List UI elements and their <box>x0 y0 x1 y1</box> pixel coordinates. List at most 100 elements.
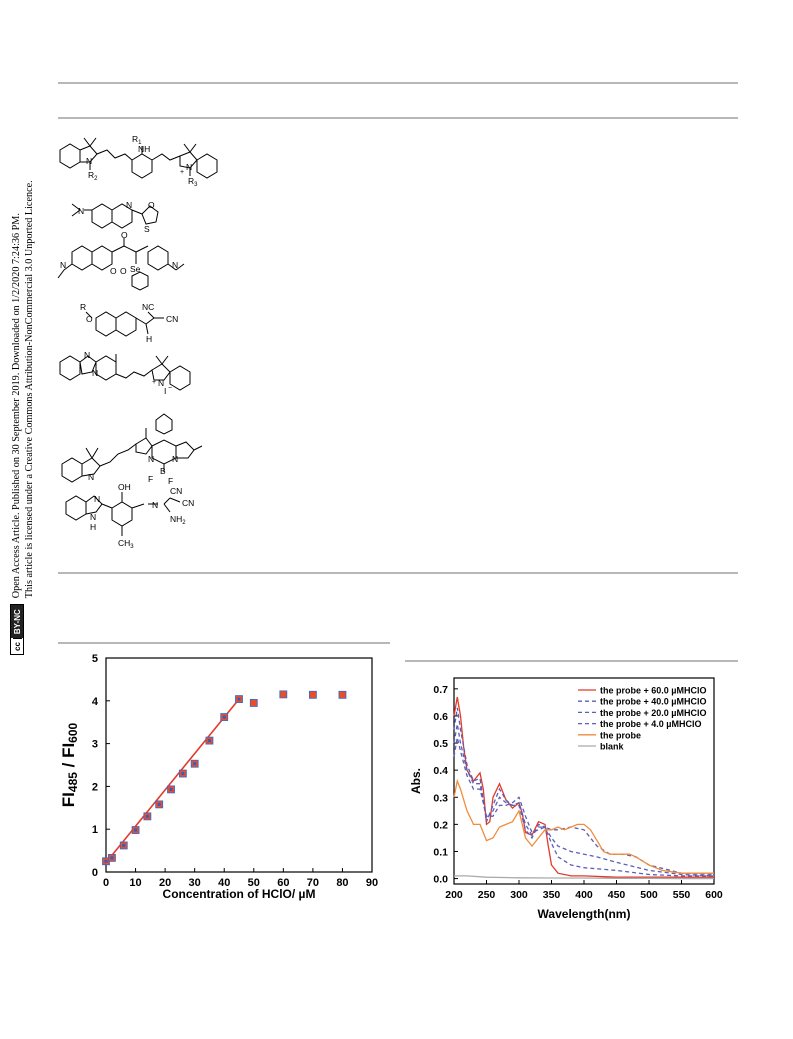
x-tick-label: 600 <box>705 889 723 901</box>
figure-left-rule <box>58 642 390 644</box>
x-tick-label: 500 <box>640 889 658 901</box>
x-tick-label: 60 <box>277 877 289 889</box>
s1-n-right: N <box>186 162 192 172</box>
table-rule-bottom <box>58 572 738 574</box>
s5-plus: + <box>152 379 156 386</box>
s2-n-amine: N <box>78 206 84 216</box>
s3-se: Se <box>130 264 141 274</box>
data-point-core <box>237 697 241 701</box>
data-point <box>108 853 116 862</box>
x-tick-label: 50 <box>248 877 260 889</box>
s6-n-indole: N <box>88 472 94 482</box>
data-point <box>308 690 317 699</box>
series-line-1 <box>453 707 714 877</box>
s2-n-ring: N <box>126 200 132 210</box>
x-tick-label: 0 <box>103 877 109 889</box>
s7-nh-n: N <box>90 512 96 522</box>
data-point-square <box>308 690 317 699</box>
ratio-calibration-chart: 0 10 20 30 40 50 60 70 80 90 0 1 2 3 4 5 FI485 / FI600 … <box>58 648 390 918</box>
structure-naphthalene-malononitrile <box>85 311 164 337</box>
data-point <box>338 690 347 699</box>
y-axis-label: Abs. <box>409 768 423 794</box>
figure-right-rule <box>405 660 738 662</box>
data-point-core <box>169 787 173 791</box>
structure-coumarin-selenide <box>57 238 185 291</box>
series-line-4 <box>453 778 714 874</box>
s7-nh2: NH2 <box>170 514 186 526</box>
legend-label: the probe + 40.0 µMHClO <box>600 697 706 707</box>
s7-cn2: CN <box>182 498 194 508</box>
s5-n2: N <box>92 368 98 378</box>
table-rule-top <box>58 117 738 119</box>
x-tick-label: 200 <box>445 889 463 901</box>
data-point <box>131 826 140 834</box>
x-tick-label: 350 <box>543 889 561 901</box>
s5-n1: N <box>84 350 90 360</box>
data-point <box>220 713 229 721</box>
y-tick-label: 4 <box>92 696 99 708</box>
data-point <box>190 759 199 768</box>
data-point-core <box>110 856 114 860</box>
s1-nh-label: NH <box>138 144 150 154</box>
data-point <box>143 812 152 821</box>
absorption-spectra-chart: 200 250 300 350 400 450 500 550 600 0.0 0.1 0.2 0.3 0… <box>408 666 738 928</box>
s6-f2: F <box>168 476 173 486</box>
license-line-licence[interactable]: This article is licensed under a Creativ… <box>24 180 35 599</box>
s4-nc: NC <box>142 302 154 312</box>
s1-r3-label: R3 <box>188 176 198 188</box>
s5-minus: − <box>168 385 172 392</box>
s6-n-bodipy2: N <box>172 454 178 464</box>
s6-boron: B <box>160 466 166 476</box>
x-tick-label: 90 <box>366 877 378 889</box>
s4-o: O <box>86 314 93 324</box>
data-point-square <box>338 690 347 699</box>
data-point-core <box>104 859 108 863</box>
data-point-core <box>181 772 185 776</box>
x-tick-label: 10 <box>129 877 141 889</box>
plot-frame <box>105 657 373 873</box>
y-tick-label: 2 <box>92 781 98 793</box>
data-point-core <box>157 802 161 806</box>
x-tick-label: 300 <box>510 889 528 901</box>
data-point-core <box>134 828 138 832</box>
s7-n-imid: N <box>94 494 100 504</box>
s5-n3: N <box>158 378 164 388</box>
data-point <box>178 769 187 778</box>
s6-n-bodipy1: N <box>148 454 154 464</box>
data-point-core <box>122 843 126 847</box>
legend-label: the probe + 60.0 µMHClO <box>600 686 706 696</box>
legend-label: the probe + 4.0 µMHClO <box>600 719 701 729</box>
s4-cn: CN <box>166 314 178 324</box>
s3-n-right: N <box>172 260 178 270</box>
y-tick-label: 0.7 <box>433 684 448 696</box>
data-point-core <box>193 762 197 766</box>
chemical-structures: R1 NH N R2 N + R3 N N O S O Se N N O O R… <box>57 134 218 550</box>
x-tick-label: 40 <box>218 877 230 889</box>
legend-label: the probe <box>600 730 641 740</box>
y-tick-label: 1 <box>92 824 98 836</box>
x-tick-label: 80 <box>336 877 348 889</box>
cc-badge-terms: BY-NC <box>11 605 23 639</box>
s1-n-left: N <box>86 156 92 166</box>
structure-bodipy-indoline <box>61 413 203 483</box>
data-point <box>235 695 243 703</box>
series-line-2 <box>453 723 715 877</box>
s4-h: H <box>146 334 152 344</box>
legend-label: blank <box>600 742 625 752</box>
y-tick-label: 0 <box>92 867 98 879</box>
y-tick-label: 0.6 <box>433 711 448 723</box>
x-tick-label: 30 <box>189 877 201 889</box>
s5-iodide: I <box>164 386 166 396</box>
s1-r2-label: R2 <box>88 170 98 182</box>
data-point <box>279 690 288 699</box>
absorption-spectra-svg: 200 250 300 350 400 450 500 550 600 0.0 0.1 0.2 0.3 0… <box>409 677 723 921</box>
structure-quinoline-oxathiolane <box>71 203 159 229</box>
data-point <box>205 736 214 745</box>
cc-by-nc-badge[interactable]: cc BY-NC <box>10 604 24 655</box>
s7-n-imine: N <box>152 500 158 510</box>
data-point-core <box>207 739 211 743</box>
y-axis-label: FI485 / FI600 <box>59 722 80 807</box>
y-tick-label: 0.3 <box>433 792 448 804</box>
structure-benzimidazo-indolium <box>59 354 191 391</box>
data-point-square <box>249 699 258 707</box>
